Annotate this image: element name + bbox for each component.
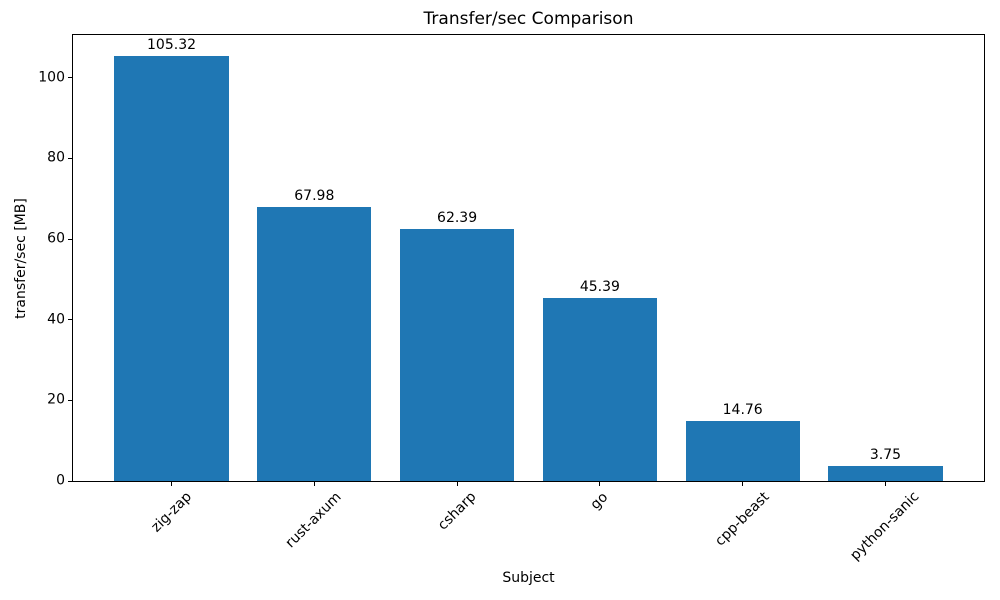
bar-value-label: 62.39 (437, 210, 478, 227)
x-tick-mark (884, 482, 886, 486)
y-tick-mark (68, 319, 72, 321)
x-axis-label: Subject (502, 570, 555, 586)
y-tick-mark (68, 399, 72, 401)
y-tick-mark (68, 157, 72, 159)
x-tick-label: rust-axum (282, 489, 345, 552)
y-tick-label: 20 (47, 391, 65, 408)
bar-cpp-beast (685, 421, 800, 481)
bar-value-label: 14.76 (722, 402, 763, 419)
x-tick-mark (313, 482, 315, 486)
y-tick-label: 80 (47, 149, 65, 166)
x-tick-mark (742, 482, 744, 486)
x-tick-label: python-sanic (847, 488, 923, 565)
y-axis-label: transfer/sec [MB] (12, 197, 29, 319)
bar-value-label: 105.32 (147, 37, 197, 54)
x-tick-label: csharp (434, 488, 480, 534)
bar-value-label: 3.75 (869, 446, 902, 463)
x-tick-label: go (587, 488, 612, 513)
x-tick-mark (171, 482, 173, 486)
bar-value-label: 67.98 (294, 187, 335, 204)
x-tick-label: zig-zap (147, 488, 195, 536)
bar-csharp (399, 229, 515, 481)
x-tick-mark (456, 482, 458, 486)
chart-title: Transfer/sec Comparison (423, 9, 634, 29)
x-tick-mark (599, 482, 601, 486)
bar-value-label: 45.39 (579, 278, 620, 295)
y-tick-label: 60 (47, 230, 65, 247)
bar-zig-zap (114, 56, 229, 481)
y-tick-mark (68, 480, 72, 482)
y-tick-label: 0 (56, 472, 65, 489)
bar-go (542, 297, 657, 481)
x-tick-label: cpp-beast (712, 488, 773, 550)
y-tick-label: 100 (38, 69, 65, 86)
y-tick-label: 40 (47, 311, 65, 328)
y-tick-mark (68, 238, 72, 240)
bar-python-sanic (828, 465, 943, 481)
y-tick-mark (68, 77, 72, 79)
bar-rust-axum (257, 206, 372, 481)
